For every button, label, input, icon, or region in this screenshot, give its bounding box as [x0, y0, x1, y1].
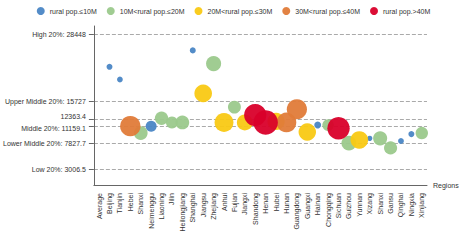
svg-text:Hunan: Hunan — [283, 193, 290, 214]
svg-text:Beijing: Beijing — [106, 193, 114, 214]
svg-text:Jiangsu: Jiangsu — [200, 193, 208, 217]
svg-text:Anhui: Anhui — [221, 193, 228, 211]
svg-text:Upper Middle 20%: 15727: Upper Middle 20%: 15727 — [5, 98, 86, 106]
svg-text:Xinjiang: Xinjiang — [418, 193, 426, 218]
svg-text:Fujian: Fujian — [231, 193, 239, 212]
svg-text:Shanxi: Shanxi — [377, 193, 384, 215]
svg-text:12363.4: 12363.4 — [61, 113, 86, 120]
svg-text:Neimenggu: Neimenggu — [148, 193, 156, 229]
svg-text:Guangxi: Guangxi — [304, 193, 312, 220]
svg-text:Hebei: Hebei — [127, 193, 134, 212]
svg-text:Hubei: Hubei — [273, 193, 280, 212]
svg-text:Qinghai: Qinghai — [397, 193, 405, 218]
svg-text:Liaoning: Liaoning — [158, 193, 166, 220]
svg-text:Jilin: Jilin — [168, 193, 175, 205]
svg-text:Yunnan: Yunnan — [356, 193, 363, 217]
svg-text:Xizang: Xizang — [366, 193, 374, 215]
svg-text:Regions: Regions — [433, 182, 459, 190]
svg-text:rural pop.≤10M: rural pop.≤10M — [50, 8, 97, 16]
svg-text:Low 20%: 3006.5: Low 20%: 3006.5 — [32, 166, 86, 173]
svg-text:Average: Average — [96, 193, 104, 219]
svg-text:Lower Middle 20%: 7827.7: Lower Middle 20%: 7827.7 — [3, 140, 86, 147]
svg-text:Ningxia: Ningxia — [408, 193, 416, 216]
svg-text:Sichuan: Sichuan — [335, 193, 342, 218]
svg-text:30M<rural pop.≤40M: 30M<rural pop.≤40M — [295, 8, 360, 16]
svg-text:Shandong: Shandong — [252, 193, 260, 225]
svg-text:High 20%: 28448: High 20%: 28448 — [32, 31, 86, 39]
svg-text:Hainan: Hainan — [314, 193, 321, 215]
svg-text:Gansu: Gansu — [387, 193, 394, 214]
svg-text:rural pop.>40M: rural pop.>40M — [383, 8, 430, 16]
svg-text:Jiangxi: Jiangxi — [241, 193, 249, 215]
svg-text:Heilongjiang: Heilongjiang — [179, 193, 187, 232]
svg-text:Henan: Henan — [262, 193, 269, 214]
svg-text:Guangdong: Guangdong — [293, 193, 301, 230]
svg-text:Middle 20%: 11159.1: Middle 20%: 11159.1 — [21, 125, 86, 132]
svg-text:Guizhou: Guizhou — [345, 193, 352, 219]
svg-text:Chongqing: Chongqing — [325, 193, 333, 227]
svg-text:10M<rural pop.≤20M: 10M<rural pop.≤20M — [120, 8, 185, 16]
svg-text:20M<rural pop.≤30M: 20M<rural pop.≤30M — [208, 8, 273, 16]
svg-text:Shanghai: Shanghai — [189, 193, 197, 223]
svg-text:Tianjin: Tianjin — [116, 193, 124, 213]
svg-text:Zhejiang: Zhejiang — [210, 193, 218, 220]
svg-text:Shanxi: Shanxi — [137, 193, 144, 215]
